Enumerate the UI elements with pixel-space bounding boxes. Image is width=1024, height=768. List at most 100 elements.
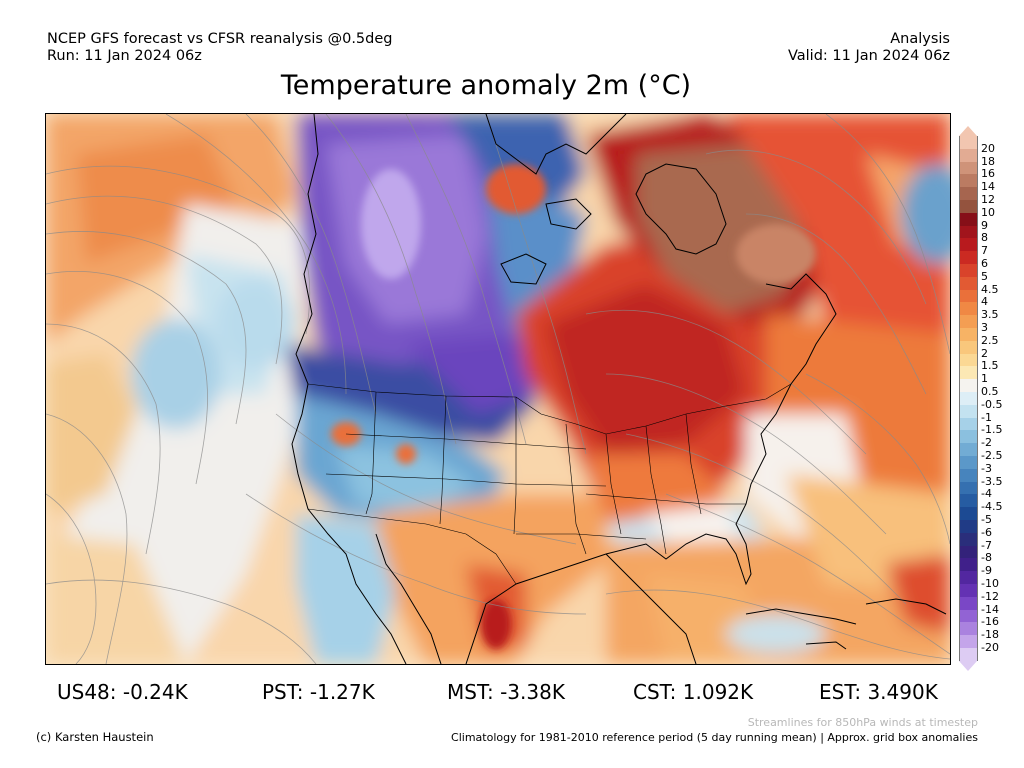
colorbar-segment xyxy=(959,366,978,380)
coastlines xyxy=(291,114,947,664)
colorbar-segment xyxy=(959,507,978,521)
colorbar-segment xyxy=(959,456,978,470)
wind-streamlines xyxy=(46,114,950,664)
colorbar-segment xyxy=(959,238,978,252)
colorbar-segment xyxy=(959,545,978,559)
stat-est: EST: 3.490K xyxy=(819,680,938,704)
colorbar-segment xyxy=(959,584,978,598)
colorbar-segment xyxy=(959,622,978,636)
colorbar-segment xyxy=(959,161,978,175)
anomaly-map xyxy=(45,113,951,665)
colorbar-label: -7 xyxy=(981,538,992,552)
colorbar-label: 9 xyxy=(981,218,988,232)
colorbar-segment xyxy=(959,648,978,662)
colorbar-segment xyxy=(959,212,978,227)
colorbar-segment xyxy=(959,251,978,265)
mode-label: Analysis xyxy=(890,31,950,47)
colorbar-segment xyxy=(959,494,978,508)
header-right: Analysis Valid: 11 Jan 2024 06z xyxy=(788,31,950,65)
stat-cst: CST: 1.092K xyxy=(633,680,754,704)
colorbar-segment xyxy=(959,481,978,495)
colorbar-label: -3.5 xyxy=(981,474,1003,488)
colorbar-segment xyxy=(959,353,978,367)
colorbar-label: -2.5 xyxy=(981,449,1003,462)
colorbar-segment xyxy=(959,392,978,406)
colorbar-label: -0.5 xyxy=(981,397,1003,411)
colorbar-label: 1 xyxy=(981,372,988,386)
colorbar-label: 3.5 xyxy=(981,308,999,322)
colorbar-label: -12 xyxy=(981,589,999,603)
colorbar-label: -20 xyxy=(981,641,999,654)
header-left: NCEP GFS forecast vs CFSR reanalysis @0.… xyxy=(47,31,392,65)
colorbar-label: 10 xyxy=(981,205,995,219)
colorbar-segment xyxy=(959,520,978,534)
colorbar-segment xyxy=(959,635,978,649)
colorbar-label: 2.5 xyxy=(981,333,999,347)
colorbar-segment xyxy=(959,532,978,547)
colorbar-label: 8 xyxy=(981,231,988,245)
colorbar-segment xyxy=(959,174,978,188)
colorbar-label: 4 xyxy=(981,295,988,309)
colorbar-segment xyxy=(959,187,978,201)
colorbar-top-arrow xyxy=(959,126,977,136)
colorbar-label: -4.5 xyxy=(981,500,1003,514)
colorbar-segment xyxy=(959,289,978,303)
colorbar-segment xyxy=(959,558,978,572)
colorbar-segment xyxy=(959,328,978,342)
colorbar-label: -4 xyxy=(981,487,992,501)
run-line: Run: 11 Jan 2024 06z xyxy=(47,48,202,64)
colorbar-label: -1.5 xyxy=(981,423,1003,437)
climatology-note: Climatology for 1981-2010 reference peri… xyxy=(451,731,978,744)
stat-mst: MST: -3.38K xyxy=(447,680,565,704)
colorbar-label: -9 xyxy=(981,564,992,578)
colorbar-segment xyxy=(959,148,978,163)
colorbar-label: 6 xyxy=(981,257,988,270)
political-borders xyxy=(307,383,792,585)
colorbar-label: 3 xyxy=(981,321,988,334)
colorbar-bottom-arrow xyxy=(959,660,977,671)
colorbar-segment xyxy=(959,340,978,355)
colorbar-label: 18 xyxy=(981,154,995,168)
colorbar-segment xyxy=(959,404,978,419)
colorbar-label: -6 xyxy=(981,525,992,539)
colorbar-segment xyxy=(959,276,978,291)
colorbar-segment xyxy=(959,315,978,329)
colorbar-label: -16 xyxy=(981,615,999,629)
colorbar-segment xyxy=(959,443,978,457)
colorbar-label: -3 xyxy=(981,461,992,475)
colorbar-segment xyxy=(959,417,978,431)
colorbar-label: 1.5 xyxy=(981,359,999,373)
colorbar-segment xyxy=(959,225,978,239)
colorbar-label: -18 xyxy=(981,628,999,642)
colorbar-segment xyxy=(959,430,978,444)
stat-pst: PST: -1.27K xyxy=(262,680,375,704)
colorbar-label: -5 xyxy=(981,513,992,526)
colorbar-label: -2 xyxy=(981,436,992,450)
anomaly-map-svg xyxy=(46,114,950,664)
map-title: Temperature anomaly 2m (°C) xyxy=(280,70,692,101)
stat-us48: US48: -0.24K xyxy=(57,680,188,704)
colorbar-label: 20 xyxy=(981,141,995,155)
colorbar-label: -14 xyxy=(981,602,999,616)
source-line: NCEP GFS forecast vs CFSR reanalysis @0.… xyxy=(47,31,393,47)
colorbar-label: -8 xyxy=(981,551,992,565)
colorbar-label: -10 xyxy=(981,577,999,590)
colorbar-label: 12 xyxy=(981,193,995,206)
colorbar-label: 14 xyxy=(981,180,995,194)
colorbar-segment xyxy=(959,264,978,278)
colorbar-segment xyxy=(959,596,978,611)
colorbar-segment xyxy=(959,609,978,623)
credit: (c) Karsten Haustein xyxy=(36,730,154,744)
colorbar-label: 5 xyxy=(981,269,988,283)
colorbar-segment xyxy=(959,302,978,316)
colorbar-segment xyxy=(959,379,978,393)
colorbar-label: 4.5 xyxy=(981,282,999,296)
colorbar-label: -1 xyxy=(981,410,992,424)
valid-line: Valid: 11 Jan 2024 06z xyxy=(787,48,950,64)
colorbar-label: 16 xyxy=(981,167,995,181)
colorbar-label: 0.5 xyxy=(981,385,999,398)
map-title-wrap: Temperature anomaly 2m (°C) xyxy=(0,70,1024,101)
colorbar-segment xyxy=(959,468,978,483)
colorbar-segment xyxy=(959,136,978,150)
colorbar-label: 2 xyxy=(981,346,988,360)
